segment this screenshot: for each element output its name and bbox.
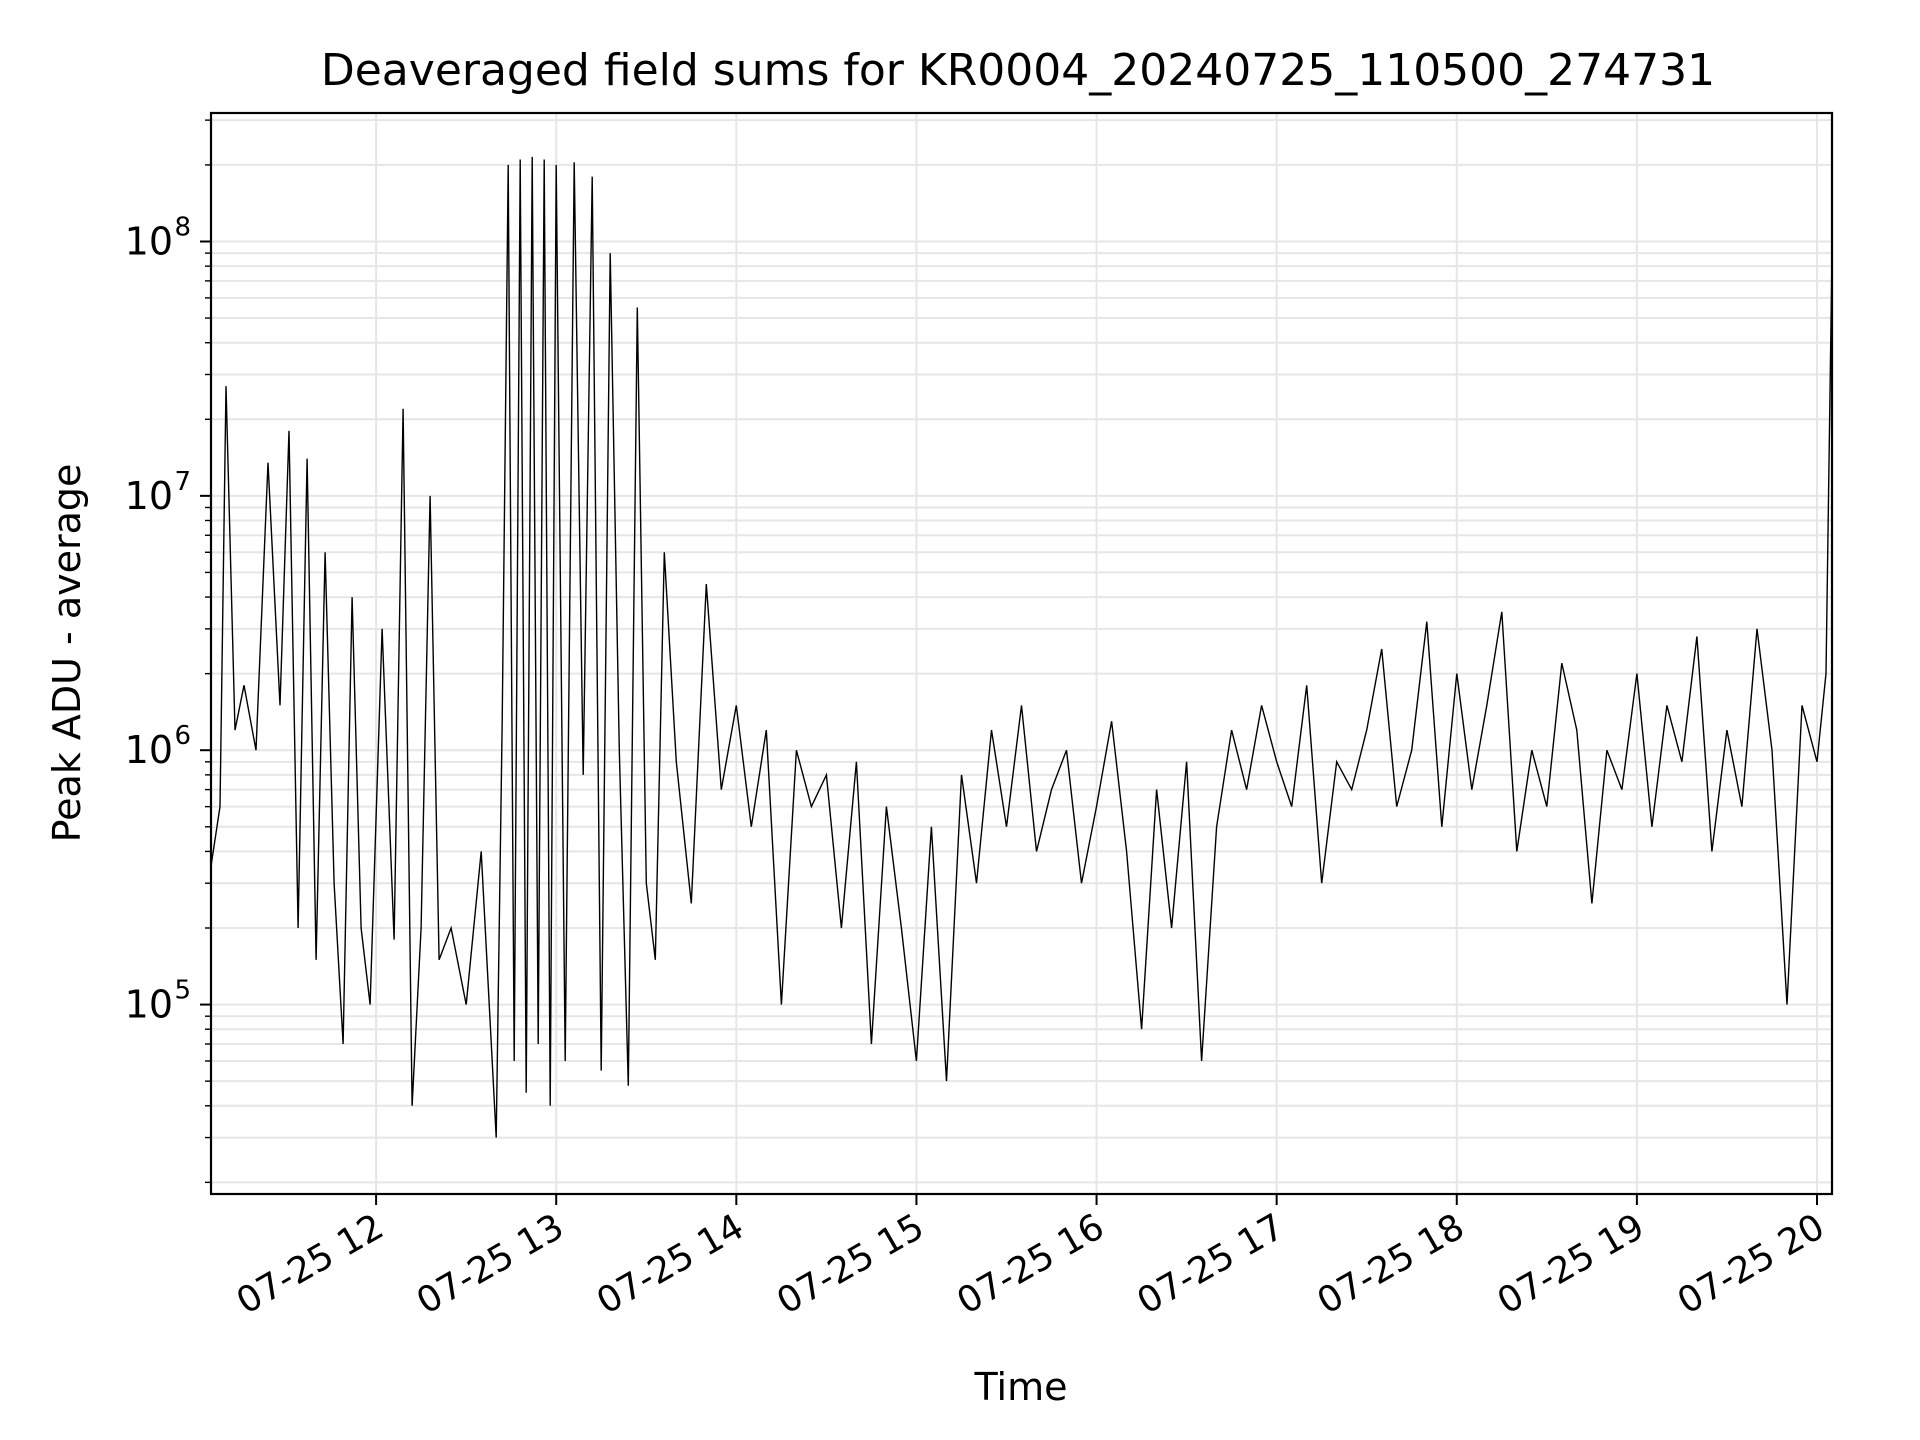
grid [211, 113, 1832, 1194]
y-tick-exponent: 5 [174, 976, 191, 1006]
y-tick-label: 10 [125, 474, 173, 518]
plot-area-frame [209, 111, 1834, 1196]
y-axis-label: Peak ADU - average [45, 464, 89, 843]
y-tick-exponent: 6 [174, 721, 191, 751]
data-layer [210, 156, 1833, 1138]
y-tick-exponent: 7 [174, 467, 191, 497]
y-tick-label: 10 [125, 728, 173, 772]
chart-title: Deaveraged field sums for KR0004_2024072… [321, 45, 1715, 96]
x-axis-label: Time [974, 1365, 1068, 1409]
y-tick-label: 10 [125, 983, 173, 1027]
y-tick-exponent: 8 [174, 212, 191, 242]
y-tick-label: 10 [125, 219, 173, 263]
series-line [210, 156, 1833, 1138]
